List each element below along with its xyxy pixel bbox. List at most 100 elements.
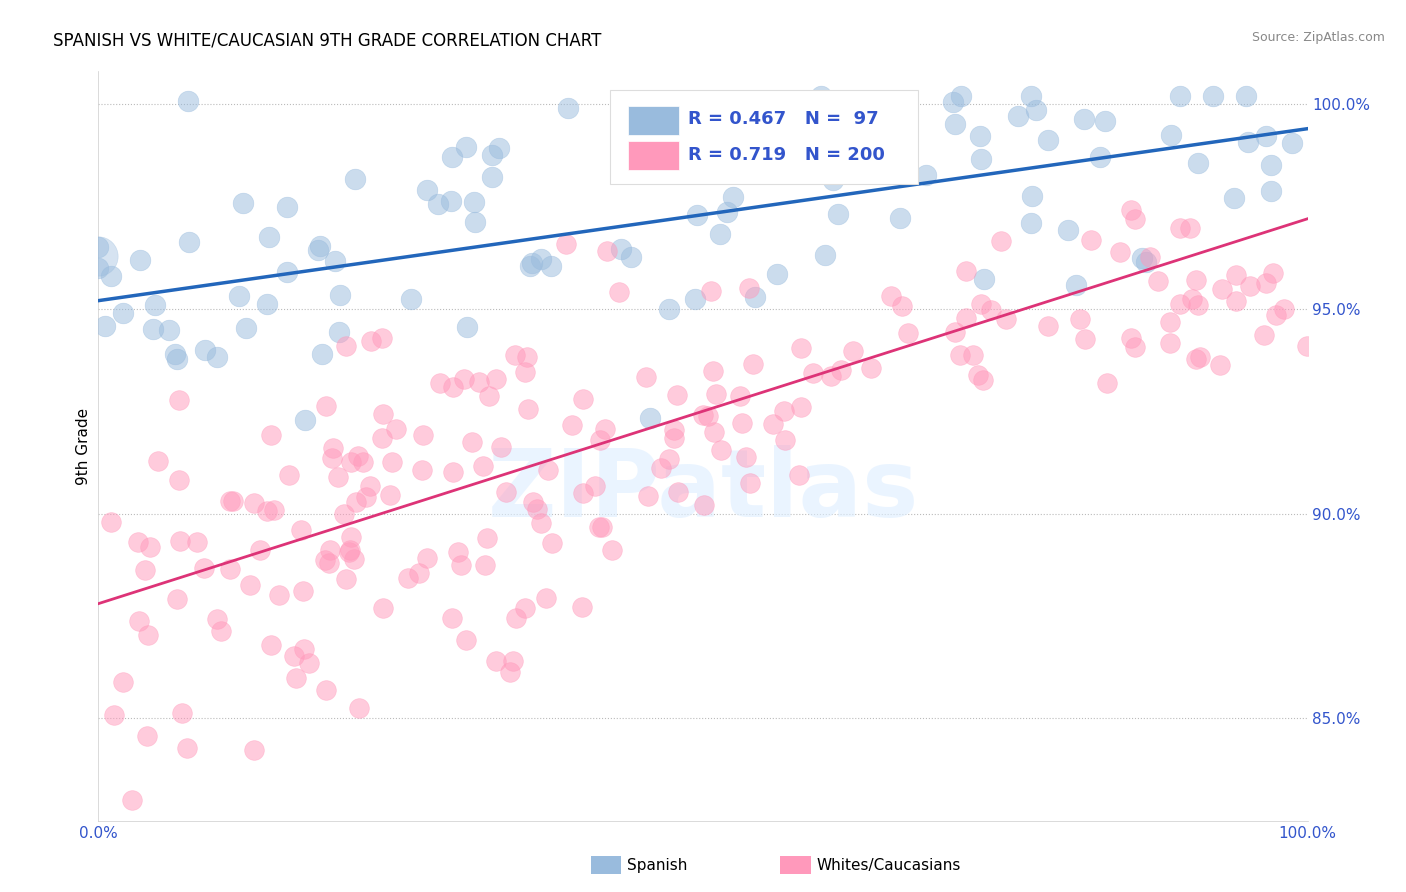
Point [530, 252, 553, 267]
Point [1021, 189, 1043, 203]
Point [219, 562, 242, 576]
Point [1094, 113, 1116, 128]
Point [87, 249, 110, 263]
Point [821, 173, 844, 187]
Point [1108, 245, 1130, 260]
Point [980, 303, 1002, 318]
Point [219, 494, 242, 508]
Point [222, 494, 245, 508]
Point [167, 474, 190, 488]
Point [475, 532, 498, 546]
Point [704, 387, 727, 401]
Point [596, 244, 619, 259]
Point [441, 611, 464, 625]
Point [249, 542, 271, 557]
Point [609, 242, 631, 256]
Point [347, 449, 370, 463]
Point [1170, 89, 1192, 103]
Point [239, 578, 262, 592]
Point [450, 558, 472, 572]
Point [519, 259, 541, 273]
Point [827, 207, 849, 221]
Point [169, 392, 191, 407]
Point [1025, 103, 1047, 118]
Point [748, 143, 770, 157]
Point [738, 476, 761, 491]
Point [135, 729, 157, 743]
Point [1260, 158, 1282, 172]
Point [129, 252, 152, 267]
Point [344, 171, 367, 186]
Point [762, 417, 785, 432]
Point [1123, 212, 1146, 227]
Point [955, 263, 977, 277]
Point [830, 363, 852, 377]
Point [820, 369, 842, 384]
Point [384, 422, 406, 436]
Point [1225, 268, 1247, 282]
Point [176, 740, 198, 755]
Point [666, 388, 689, 402]
Point [447, 545, 470, 559]
Point [526, 502, 548, 516]
Point [441, 380, 464, 394]
Point [1159, 314, 1181, 328]
Point [772, 403, 794, 417]
Point [276, 200, 298, 214]
Point [321, 450, 343, 465]
Text: R = 0.719   N = 200: R = 0.719 N = 200 [689, 145, 886, 163]
Point [731, 416, 754, 430]
Point [775, 433, 797, 447]
Point [583, 478, 606, 492]
Text: Whites/Caucasians: Whites/Caucasians [817, 858, 962, 872]
Point [513, 365, 536, 379]
Point [572, 486, 595, 500]
Point [522, 495, 544, 509]
Point [571, 600, 593, 615]
Point [269, 588, 291, 602]
Point [710, 443, 733, 458]
Point [148, 454, 170, 468]
Point [112, 675, 135, 690]
Point [720, 147, 742, 161]
Point [1080, 233, 1102, 247]
Point [537, 463, 560, 477]
Point [380, 487, 402, 501]
Point [600, 542, 623, 557]
Point [766, 268, 789, 282]
Point [1181, 293, 1204, 307]
Point [328, 325, 350, 339]
Point [488, 141, 510, 155]
Point [1073, 112, 1095, 127]
Point [285, 671, 308, 685]
Text: Spanish: Spanish [627, 858, 688, 872]
Point [716, 204, 738, 219]
Point [593, 422, 616, 436]
Point [990, 234, 1012, 248]
Point [1296, 339, 1319, 353]
Point [1185, 351, 1208, 366]
Point [1168, 297, 1191, 311]
Point [478, 389, 501, 403]
Point [1007, 109, 1029, 123]
Point [638, 411, 661, 425]
Point [408, 566, 430, 580]
Point [858, 121, 880, 136]
Point [741, 357, 763, 371]
Point [1202, 89, 1225, 103]
Point [441, 466, 464, 480]
Point [1019, 216, 1042, 230]
Point [481, 169, 503, 184]
Point [540, 259, 562, 273]
Point [1185, 273, 1208, 287]
Point [186, 534, 208, 549]
Point [1237, 135, 1260, 149]
Point [589, 433, 612, 447]
Point [283, 649, 305, 664]
Point [87, 240, 110, 254]
Point [1223, 191, 1246, 205]
Point [1123, 340, 1146, 354]
Point [1073, 332, 1095, 346]
Point [343, 552, 366, 566]
Point [1260, 184, 1282, 198]
